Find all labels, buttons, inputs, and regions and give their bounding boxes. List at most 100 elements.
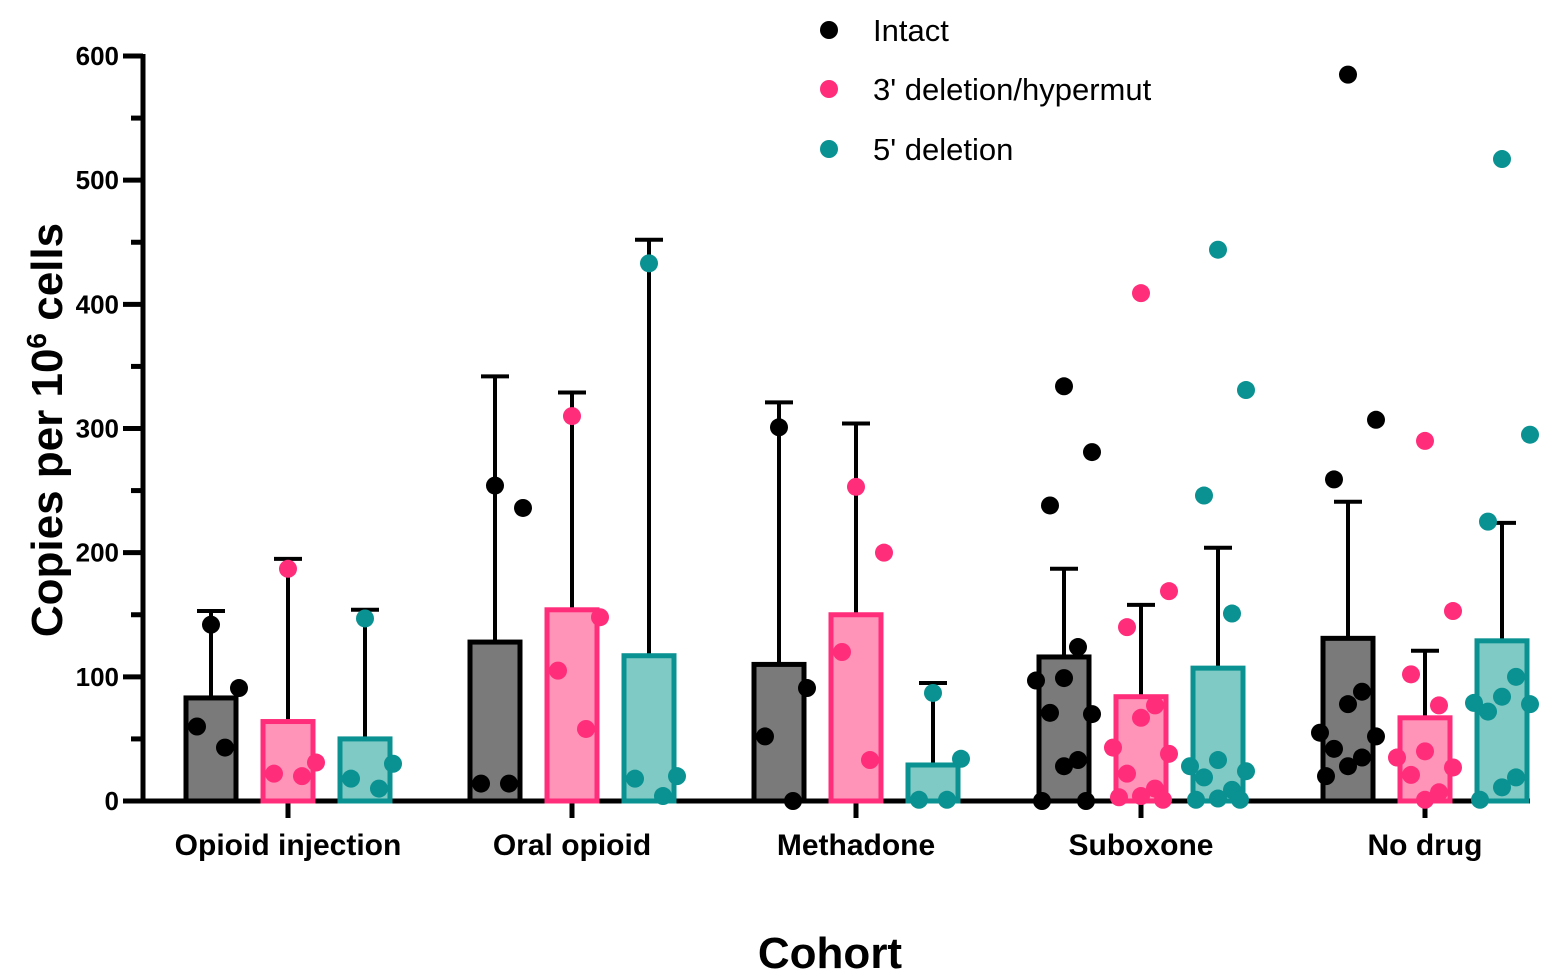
point-0-0-2 xyxy=(188,717,206,736)
point-1-3-0 xyxy=(1132,284,1150,303)
data-points xyxy=(188,65,1539,810)
point-2-0-3 xyxy=(370,779,388,798)
legend-marker-5prime xyxy=(820,140,838,158)
point-1-4-7 xyxy=(1402,765,1420,784)
bar-1-2 xyxy=(828,612,884,804)
point-0-2-2 xyxy=(756,727,774,746)
point-0-3-9 xyxy=(1055,757,1073,776)
point-0-4-0 xyxy=(1339,65,1357,84)
x-category-label: Suboxone xyxy=(1068,829,1213,862)
point-0-4-6 xyxy=(1367,727,1385,746)
x-category-label: Methadone xyxy=(777,829,935,862)
legend-marker-intact xyxy=(820,21,838,39)
point-0-2-3 xyxy=(784,792,802,810)
x-axis-title: Cohort xyxy=(758,929,903,976)
point-1-3-2 xyxy=(1118,618,1136,637)
x-category-label: Oral opioid xyxy=(493,829,651,862)
point-2-4-3 xyxy=(1507,667,1525,686)
point-0-0-0 xyxy=(202,615,220,634)
labels: 0 100 200 300 400 500 600 Opioid injection Oral … xyxy=(76,41,1483,862)
y-tick-label: 500 xyxy=(76,165,119,195)
bars xyxy=(183,237,1530,804)
point-0-4-5 xyxy=(1311,723,1329,742)
point-1-4-0 xyxy=(1416,431,1434,450)
y-axis-title-superscript: 6 xyxy=(21,333,52,349)
point-1-2-0 xyxy=(847,477,865,496)
point-0-3-5 xyxy=(1027,671,1045,690)
point-0-0-1 xyxy=(230,679,248,698)
point-1-4-2 xyxy=(1402,665,1420,684)
point-1-0-1 xyxy=(307,753,325,772)
y-tick-label: 600 xyxy=(76,41,119,71)
point-1-3-10 xyxy=(1110,788,1128,807)
point-2-3-11 xyxy=(1231,790,1249,809)
point-1-0-0 xyxy=(279,559,297,578)
point-0-1-2 xyxy=(472,774,490,793)
point-2-4-9 xyxy=(1493,778,1511,797)
point-0-4-2 xyxy=(1325,470,1343,489)
y-axis-title-tail: cells xyxy=(23,223,72,333)
y-axis-title: Copies per 106 cells xyxy=(21,223,72,637)
point-0-3-2 xyxy=(1041,496,1059,515)
point-2-3-4 xyxy=(1209,751,1227,770)
point-2-0-2 xyxy=(342,769,360,788)
bar-1-0 xyxy=(260,719,316,804)
y-tick-label: 400 xyxy=(76,289,119,319)
point-1-4-4 xyxy=(1416,742,1434,761)
x-category-label: No drug xyxy=(1368,829,1483,862)
point-1-3-4 xyxy=(1132,708,1150,727)
point-1-0-3 xyxy=(293,767,311,786)
point-2-3-0 xyxy=(1209,240,1227,259)
point-2-2-3 xyxy=(938,790,956,809)
point-2-0-1 xyxy=(384,754,402,773)
point-1-1-2 xyxy=(549,661,567,680)
y-axis-title-main: Copies per 10 xyxy=(23,349,72,638)
point-0-4-4 xyxy=(1339,695,1357,714)
point-2-1-2 xyxy=(626,769,644,788)
point-2-4-4 xyxy=(1493,687,1511,706)
legend-label-intact: Intact xyxy=(873,13,949,48)
point-2-4-5 xyxy=(1465,693,1483,712)
point-0-4-8 xyxy=(1353,748,1371,767)
point-2-3-3 xyxy=(1223,604,1241,623)
point-1-3-6 xyxy=(1160,744,1178,763)
point-2-4-8 xyxy=(1507,768,1525,787)
point-2-1-0 xyxy=(640,254,658,273)
point-0-1-0 xyxy=(486,476,504,495)
point-0-4-7 xyxy=(1325,739,1343,758)
point-2-3-7 xyxy=(1195,768,1213,787)
point-2-1-3 xyxy=(654,787,672,806)
point-2-3-1 xyxy=(1237,381,1255,400)
point-2-3-6 xyxy=(1237,762,1255,781)
point-1-2-3 xyxy=(861,751,879,770)
point-0-4-3 xyxy=(1353,682,1371,701)
y-tick-label: 300 xyxy=(76,414,119,444)
axes xyxy=(123,53,1530,818)
point-2-2-0 xyxy=(924,683,942,702)
point-1-3-5 xyxy=(1104,738,1122,757)
point-1-4-9 xyxy=(1416,790,1434,809)
point-1-4-3 xyxy=(1430,696,1448,715)
point-2-4-7 xyxy=(1479,702,1497,721)
point-2-4-2 xyxy=(1479,512,1497,531)
point-1-1-0 xyxy=(563,407,581,426)
y-tick-label: 100 xyxy=(76,662,119,692)
point-1-2-2 xyxy=(833,643,851,661)
legend-marker-3prime xyxy=(820,80,838,98)
point-0-2-0 xyxy=(770,418,788,437)
y-tick-label: 200 xyxy=(76,538,119,568)
point-2-3-10 xyxy=(1187,790,1205,809)
point-0-3-0 xyxy=(1055,377,1073,396)
point-2-2-1 xyxy=(952,749,970,768)
point-0-4-1 xyxy=(1367,410,1385,429)
point-1-4-8 xyxy=(1430,783,1448,802)
point-2-2-2 xyxy=(910,790,928,809)
point-1-4-5 xyxy=(1388,748,1406,767)
point-0-4-10 xyxy=(1317,767,1335,786)
bar-1-1 xyxy=(544,607,600,804)
bar-0-2 xyxy=(751,661,807,804)
point-1-3-9 xyxy=(1132,787,1150,806)
point-1-0-2 xyxy=(265,764,283,783)
point-0-1-3 xyxy=(500,774,518,793)
